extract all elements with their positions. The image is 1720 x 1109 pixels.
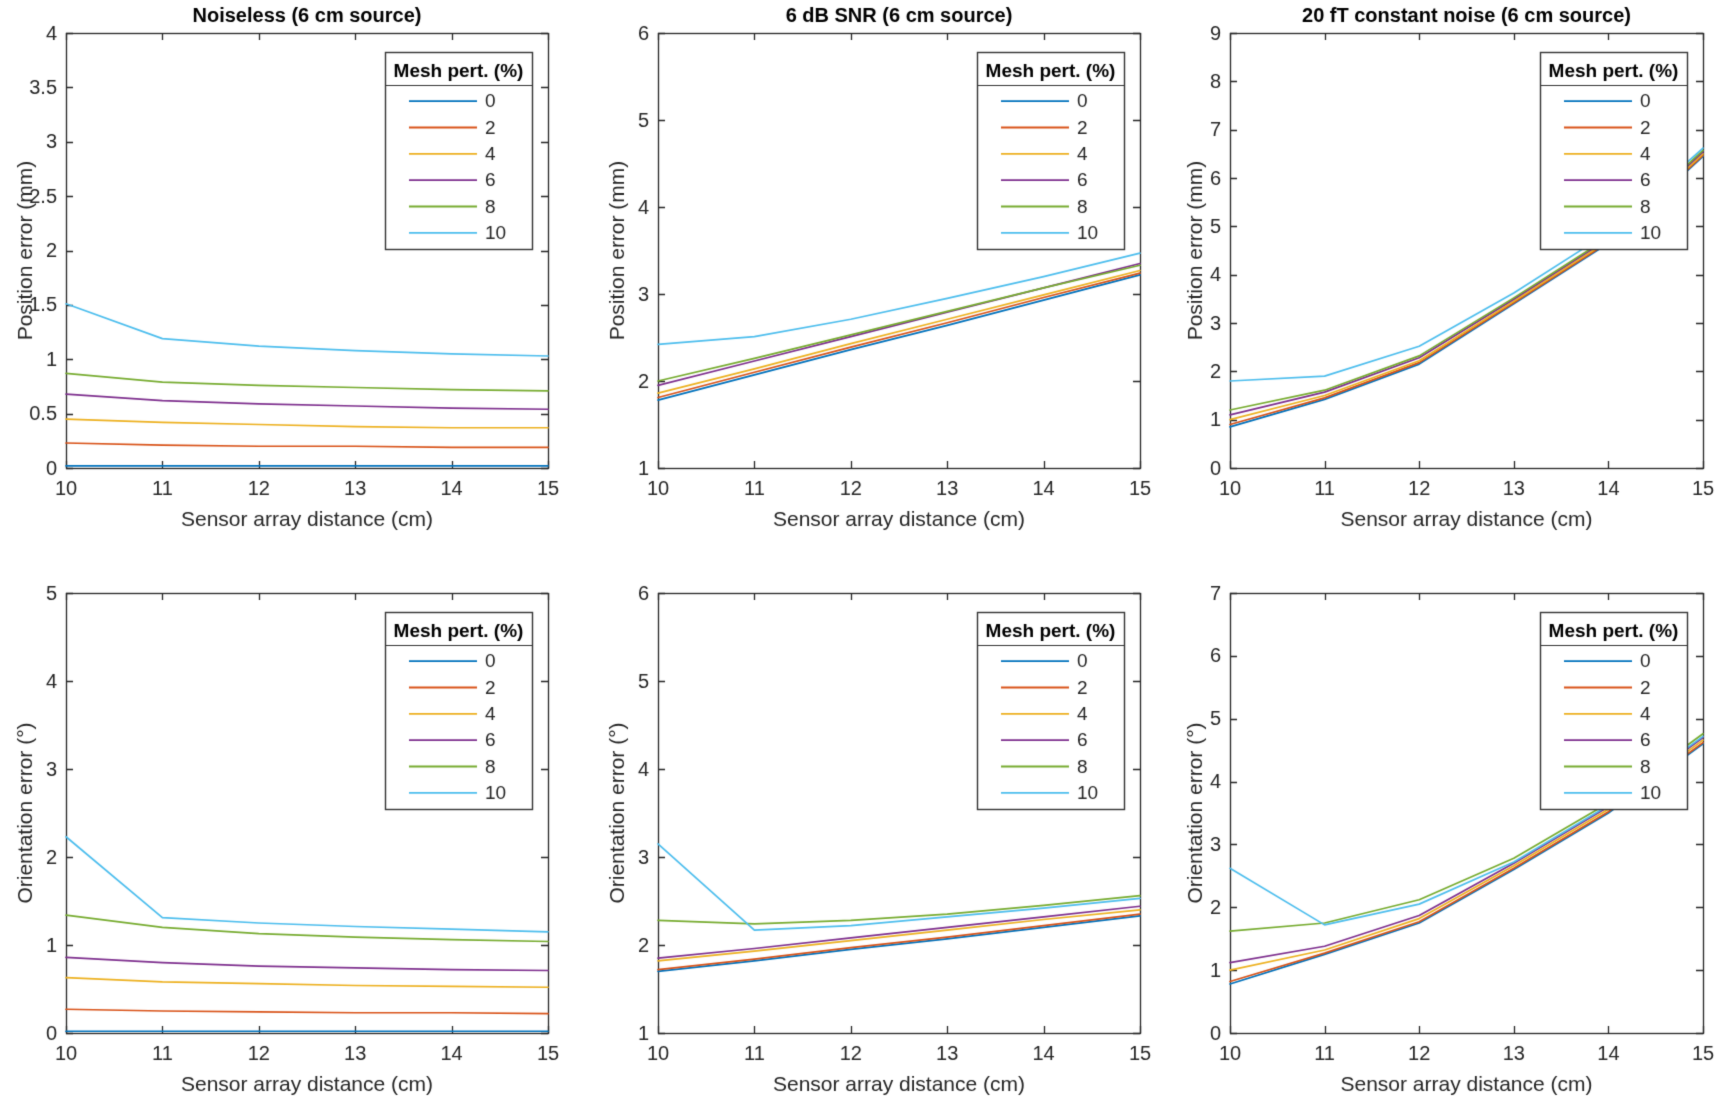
subplot-6db-snr-position-error [592, 0, 1184, 554]
subplot-cell-6db-orientation [592, 555, 1184, 1109]
subplot-noiseless-position-error [0, 0, 592, 554]
subplot-6db-snr-orientation-error [592, 555, 1184, 1109]
subplot-20ft-noise-position-error [1184, 0, 1720, 554]
subplot-cell-20ft-orientation [1184, 555, 1720, 1109]
subplot-cell-6db-position [592, 0, 1184, 554]
subplot-cell-20ft-position [1184, 0, 1720, 554]
subplot-cell-noiseless-position [0, 0, 592, 554]
subplot-noiseless-orientation-error [0, 555, 592, 1109]
subplot-20ft-noise-orientation-error [1184, 555, 1720, 1109]
subplot-cell-noiseless-orientation [0, 555, 592, 1109]
